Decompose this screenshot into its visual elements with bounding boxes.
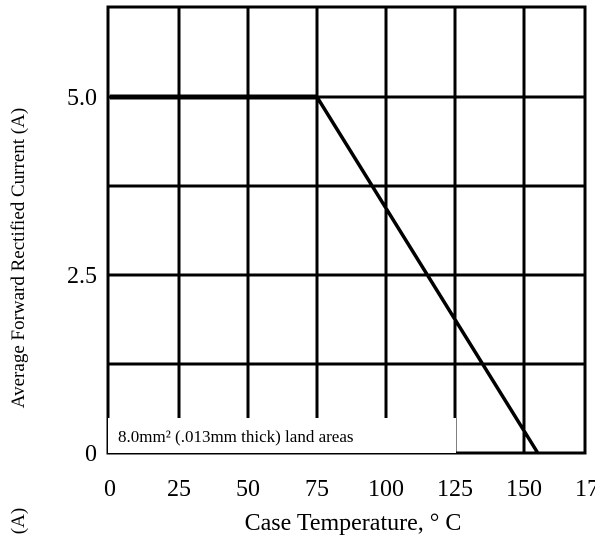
y-tick-label-0: 0 bbox=[85, 441, 97, 467]
y-tick-label-1: 2.5 bbox=[67, 263, 97, 289]
x-axis-label: Case Temperature, ° C bbox=[245, 510, 462, 536]
x-tick-label-5: 125 bbox=[437, 476, 473, 502]
x-tick-label-2: 50 bbox=[236, 476, 260, 502]
x-tick-label-0: 0 bbox=[104, 476, 116, 502]
x-tick-label-3: 75 bbox=[305, 476, 329, 502]
x-tick-label-6: 150 bbox=[506, 476, 542, 502]
series-layer bbox=[110, 94, 540, 454]
y-tick-label-2: 5.0 bbox=[67, 85, 97, 111]
annotation-box bbox=[108, 418, 456, 453]
x-tick-label-4: 100 bbox=[368, 476, 404, 502]
y-axis-label: Average Forward Rectified Current (A) bbox=[8, 108, 29, 408]
x-tick-labels: 0 25 50 75 100 125 150 175 bbox=[104, 476, 595, 502]
x-tick-label-7: 175 bbox=[575, 476, 595, 502]
x-tick-label-1: 25 bbox=[167, 476, 191, 502]
corner-unit-label: (A) bbox=[8, 508, 29, 534]
annotation-text: 8.0mm² (.013mm thick) land areas bbox=[118, 427, 354, 446]
grid-lines bbox=[108, 7, 585, 453]
y-tick-labels: 0 2.5 5.0 bbox=[67, 85, 97, 467]
